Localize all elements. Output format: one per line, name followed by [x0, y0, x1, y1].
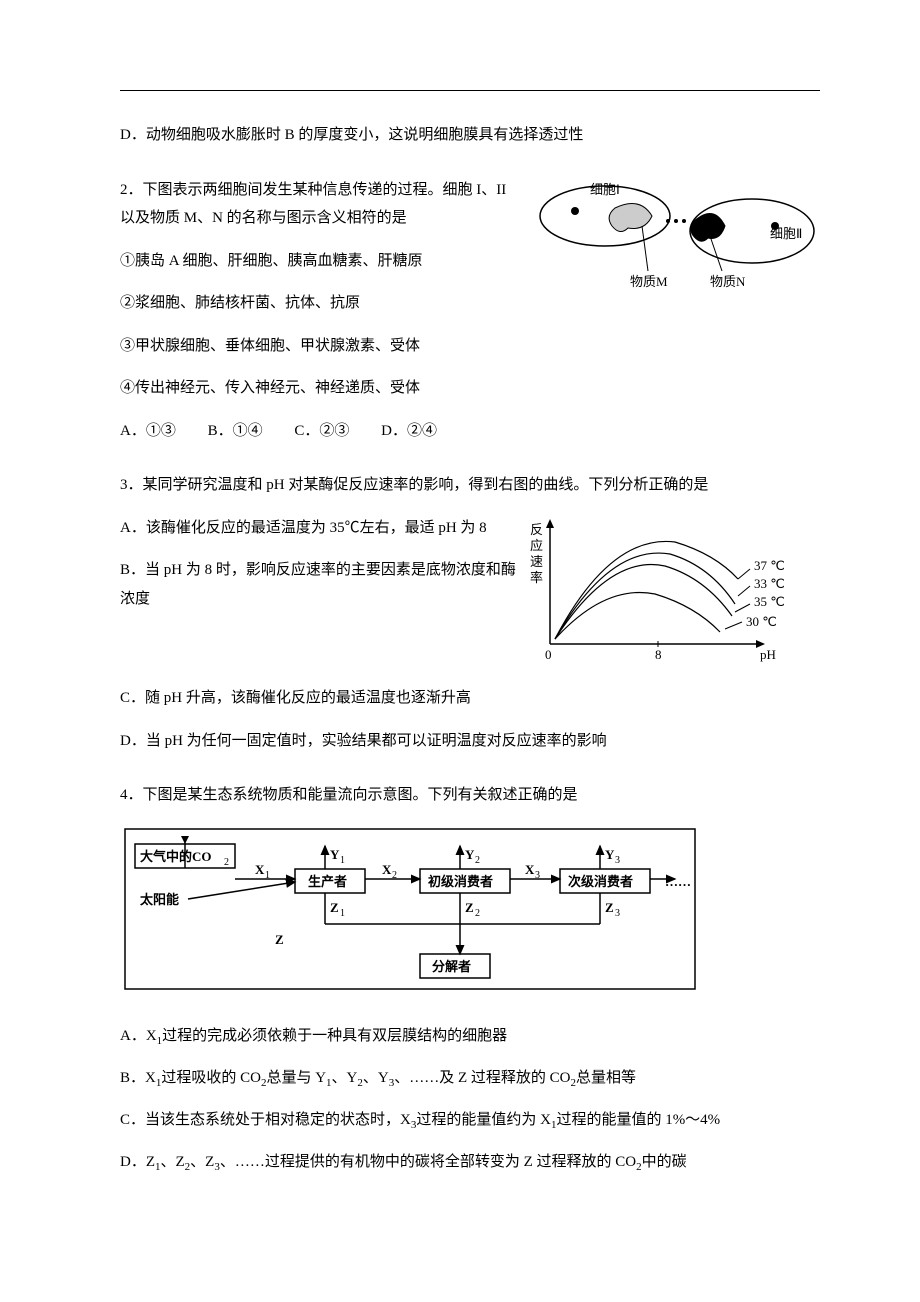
- svg-text:2: 2: [475, 908, 480, 919]
- option-a: A．①③: [120, 423, 176, 439]
- enzyme-chart: 反 应 速 率 37 ℃ 33 ℃ 35 ℃ 30 ℃ 0: [520, 514, 820, 675]
- option-d: D．②④: [381, 423, 437, 439]
- svg-text:2: 2: [224, 857, 229, 868]
- svg-text:大气中的CO: 大气中的CO: [140, 849, 212, 864]
- options: A．①③ B．①④ C．②③ D．②④: [120, 417, 820, 446]
- svg-text:X: X: [255, 862, 265, 877]
- option-c: C．随 pH 升高，该酶催化反应的最适温度也逐渐升高: [120, 684, 820, 713]
- stem: 3．某同学研究温度和 pH 对某酶促反应速率的影响，得到右图的曲线。下列分析正确…: [120, 471, 820, 500]
- t35: 35 ℃: [754, 594, 785, 609]
- svg-text:Y: Y: [330, 847, 340, 862]
- horizontal-rule: [120, 90, 820, 91]
- xtick: 8: [655, 647, 662, 662]
- options: A．X1过程的完成必须依赖于一种具有双层膜结构的细胞器 B．X1过程吸收的 CO…: [120, 1022, 820, 1178]
- question-4: 4．下图是某生态系统物质和能量流向示意图。下列有关叙述正确的是 大气中的CO 2…: [120, 781, 820, 1178]
- xlabel: pH: [760, 647, 776, 662]
- question-3: 3．某同学研究温度和 pH 对某酶促反应速率的影响，得到右图的曲线。下列分析正确…: [120, 471, 820, 755]
- svg-text:次级消费者: 次级消费者: [568, 874, 633, 889]
- svg-text:1: 1: [340, 908, 345, 919]
- ylabel: 反: [530, 522, 543, 537]
- option-b: B．X1过程吸收的 CO2总量与 Y1、Y2、Y3、……及 Z 过程释放的 CO…: [120, 1064, 820, 1094]
- option-a: A．X1过程的完成必须依赖于一种具有双层膜结构的细胞器: [120, 1022, 820, 1052]
- svg-text:……: ……: [665, 874, 691, 889]
- option-d: D．Z1、Z2、Z3、……过程提供的有机物中的碳将全部转变为 Z 过程释放的 C…: [120, 1148, 820, 1178]
- svg-text:应: 应: [530, 538, 543, 553]
- label-cell1: 细胞Ⅰ: [590, 182, 620, 197]
- svg-text:速: 速: [530, 554, 543, 569]
- svg-text:1: 1: [265, 870, 270, 881]
- cell-diagram: 细胞Ⅰ 细胞Ⅱ 物质M 物质N: [520, 176, 820, 307]
- option-d: D．当 pH 为任何一固定值时，实验结果都可以证明温度对反应速率的影响: [120, 727, 820, 756]
- svg-text:Y: Y: [465, 847, 475, 862]
- t33: 33 ℃: [754, 576, 785, 591]
- svg-text:X: X: [525, 862, 535, 877]
- svg-text:率: 率: [530, 570, 543, 585]
- t37: 37 ℃: [754, 558, 785, 573]
- t30: 30 ℃: [746, 614, 777, 629]
- label-n: 物质N: [710, 274, 746, 289]
- svg-text:Z: Z: [605, 900, 614, 915]
- svg-text:Z: Z: [275, 932, 284, 947]
- statement-3: ③甲状腺细胞、垂体细胞、甲状腺激素、受体: [120, 332, 820, 361]
- svg-text:初级消费者: 初级消费者: [428, 874, 493, 889]
- ecosystem-diagram: 大气中的CO 2 太阳能 生产者 初级消费者 次级消费者 分解者 ……: [120, 824, 820, 1005]
- label-m: 物质M: [630, 274, 668, 289]
- svg-text:Z: Z: [330, 900, 339, 915]
- question-1-option-d: D．动物细胞吸水膨胀时 B 的厚度变小，这说明细胞膜具有选择透过性: [120, 121, 820, 150]
- svg-text:3: 3: [615, 908, 620, 919]
- question-2: 细胞Ⅰ 细胞Ⅱ 物质M 物质N 2．下图表示两细胞间发生某种信息传递的过程。细胞…: [120, 176, 820, 446]
- stem: 4．下图是某生态系统物质和能量流向示意图。下列有关叙述正确的是: [120, 781, 820, 810]
- label-cell2: 细胞Ⅱ: [770, 226, 802, 241]
- svg-text:Z: Z: [465, 900, 474, 915]
- option-text: D．动物细胞吸水膨胀时 B 的厚度变小，这说明细胞膜具有选择透过性: [120, 121, 820, 150]
- option-c: C．当该生态系统处于相对稳定的状态时，X3过程的能量值约为 X1过程的能量值的 …: [120, 1106, 820, 1136]
- origin: 0: [545, 647, 552, 662]
- statement-4: ④传出神经元、传入神经元、神经递质、受体: [120, 374, 820, 403]
- svg-text:Y: Y: [605, 847, 615, 862]
- option-b: B．①④: [208, 423, 263, 439]
- option-a: A．该酶催化反应的最适温度为 35℃左右，最适 pH 为 8: [120, 514, 520, 543]
- option-b: B．当 pH 为 8 时，影响反应速率的主要因素是底物浓度和酶浓度: [120, 556, 520, 613]
- svg-text:2: 2: [475, 855, 480, 866]
- svg-text:1: 1: [340, 855, 345, 866]
- svg-text:2: 2: [392, 870, 397, 881]
- sun-label: 太阳能: [139, 892, 179, 907]
- svg-text:X: X: [382, 862, 392, 877]
- svg-text:3: 3: [535, 870, 540, 881]
- svg-text:3: 3: [615, 855, 620, 866]
- svg-text:生产者: 生产者: [308, 874, 347, 889]
- svg-text:分解者: 分解者: [432, 959, 471, 974]
- option-c: C．②③: [294, 423, 349, 439]
